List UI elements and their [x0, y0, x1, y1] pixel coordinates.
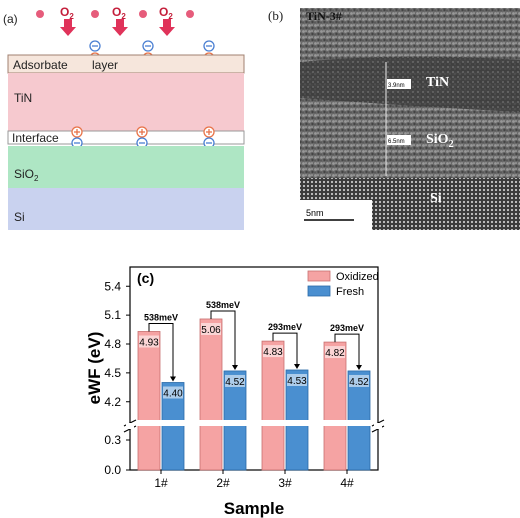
- value-label-fresh-1: 4.40: [163, 389, 183, 400]
- tin-label: TiN: [14, 91, 32, 105]
- y-tick-label-upper-4: 5.4: [104, 279, 121, 293]
- scale-bar-label: 5nm: [306, 208, 324, 218]
- bar-oxidized-2: [199, 318, 223, 471]
- value-label-oxidized-3: 4.83: [263, 347, 283, 358]
- bar-fresh-1: [161, 382, 185, 471]
- value-label-fresh-3: 4.53: [287, 376, 307, 387]
- o2-arrow-1: O2: [36, 5, 99, 36]
- difference-bracket-4: [334, 333, 360, 367]
- bar-oxidized-3: [261, 340, 285, 471]
- panel-c-label: (c): [137, 270, 154, 286]
- si-label: Si: [14, 210, 25, 224]
- value-box-oxidized-4: [325, 346, 345, 359]
- y-tick-label-lower-1: 0.3: [104, 433, 121, 447]
- value-box-oxidized-2: [201, 322, 221, 335]
- svg-text:O2: O2: [112, 5, 126, 21]
- svg-text:O2: O2: [60, 5, 74, 21]
- y-tick-label-upper-2: 4.8: [104, 337, 121, 351]
- x-tick-label-3: 3#: [278, 476, 292, 490]
- panel-a-label: (a): [3, 12, 18, 26]
- difference-label-4: 293meV: [330, 323, 364, 333]
- x-tick-label-2: 2#: [216, 476, 230, 490]
- tem-scale-area: [300, 200, 372, 230]
- interface-dipole-2: [136, 126, 148, 149]
- x-tick-label-4: 4#: [340, 476, 354, 490]
- value-box-fresh-3: [287, 373, 307, 386]
- y-tick-label-lower-0: 0.0: [104, 463, 121, 477]
- bar-oxidized-4: [323, 341, 347, 471]
- value-label-oxidized-2: 5.06: [201, 325, 221, 336]
- difference-arrowhead-4: [356, 364, 362, 370]
- y-tick-label-upper-1: 4.5: [104, 366, 121, 380]
- legend-label-oxidized: Oxidized: [336, 271, 379, 283]
- difference-arrowhead-3: [294, 363, 300, 369]
- sio2-label: SiO2: [14, 167, 39, 183]
- value-label-oxidized-1: 4.93: [139, 337, 159, 348]
- difference-arrowhead-2: [232, 364, 238, 370]
- value-box-oxidized-3: [263, 345, 283, 358]
- interface-label: Interface: [12, 131, 59, 145]
- difference-bracket-2: [210, 310, 236, 367]
- difference-bracket-3: [272, 332, 298, 366]
- adsorbate-label-2: layer: [92, 58, 118, 72]
- plot-frame: [129, 266, 379, 471]
- oxygen-arrows: O2 O2 O2: [36, 5, 194, 36]
- y-tick-label-upper-0: 4.2: [104, 395, 121, 409]
- tem-tin-label: TiN: [426, 75, 449, 90]
- adsorbate-label-1: Adsorbate: [13, 58, 68, 72]
- tem-sio2-label: SiO2: [426, 132, 454, 150]
- si-layer: [8, 188, 244, 230]
- value-label-fresh-2: 4.52: [225, 377, 245, 388]
- tem-dim-tin: 3.9nm: [388, 83, 405, 89]
- o2-arrow-2: O2: [112, 5, 147, 36]
- tem-sample-label: TiN-3#: [306, 9, 342, 23]
- axis-break: [123, 419, 385, 433]
- svg-text:O2: O2: [159, 5, 173, 21]
- legend: Oxidized Fresh: [307, 270, 379, 298]
- tin-layer: [8, 73, 244, 131]
- tem-si-label: Si: [430, 191, 442, 206]
- legend-label-fresh: Fresh: [336, 286, 364, 298]
- difference-arrowhead-1: [170, 376, 176, 382]
- value-label-oxidized-4: 4.82: [325, 348, 345, 359]
- bar-fresh-3: [285, 369, 309, 471]
- value-label-fresh-4: 4.52: [349, 377, 369, 388]
- difference-label-3: 293meV: [268, 322, 302, 332]
- difference-label-1: 538meV: [144, 312, 178, 322]
- difference-label-2: 538meV: [206, 300, 240, 310]
- x-tick-label-1: 1#: [154, 476, 168, 490]
- interface-layer: [7, 130, 245, 145]
- difference-bracket-1: [148, 322, 174, 379]
- value-box-fresh-1: [163, 386, 183, 399]
- sio2-layer: [8, 146, 244, 188]
- y-axis-title: eWF (eV): [85, 332, 104, 405]
- panel-b: (b) TiN-3# 3.9nm 6.5nm TiN SiO2 Si 5nm: [268, 8, 520, 230]
- value-box-fresh-2: [225, 374, 245, 387]
- legend-swatch-fresh: [307, 285, 331, 297]
- bar-chart: (c) eWF (eV) Sample Oxidized Fresh 4.2 4.…: [85, 266, 385, 518]
- x-axis-title: Sample: [224, 499, 284, 518]
- y-tick-label-upper-3: 5.1: [104, 308, 121, 322]
- panel-a: (a) O2 O2 O2 Adsorbate layer T: [3, 5, 245, 230]
- bar-oxidized-1: [137, 331, 161, 471]
- value-box-fresh-4: [349, 374, 369, 387]
- legend-swatch-oxidized: [307, 270, 331, 282]
- value-box-oxidized-1: [139, 335, 159, 348]
- o2-arrow-3: O2: [159, 5, 194, 36]
- interface-dipole-3: [203, 126, 215, 149]
- panel-b-label: (b): [268, 8, 283, 23]
- tem-dim-sio2: 6.5nm: [388, 139, 405, 145]
